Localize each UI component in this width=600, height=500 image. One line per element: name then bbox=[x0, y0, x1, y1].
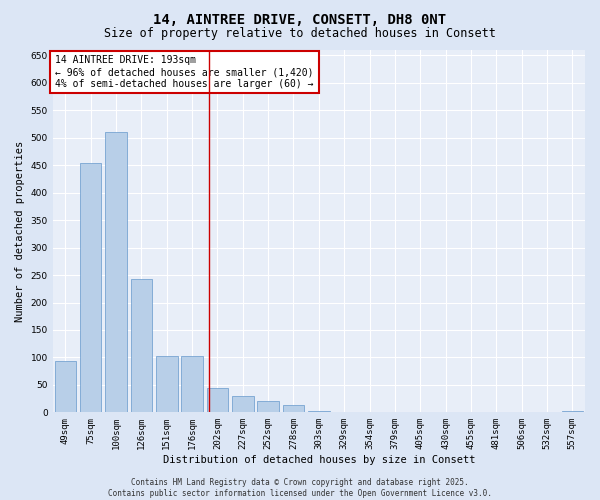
Text: Contains HM Land Registry data © Crown copyright and database right 2025.
Contai: Contains HM Land Registry data © Crown c… bbox=[108, 478, 492, 498]
Text: 14 AINTREE DRIVE: 193sqm
← 96% of detached houses are smaller (1,420)
4% of semi: 14 AINTREE DRIVE: 193sqm ← 96% of detach… bbox=[55, 56, 314, 88]
Bar bbox=[232, 396, 254, 412]
Bar bbox=[283, 405, 304, 412]
Text: 14, AINTREE DRIVE, CONSETT, DH8 0NT: 14, AINTREE DRIVE, CONSETT, DH8 0NT bbox=[154, 12, 446, 26]
Bar bbox=[562, 411, 583, 412]
Text: Size of property relative to detached houses in Consett: Size of property relative to detached ho… bbox=[104, 28, 496, 40]
X-axis label: Distribution of detached houses by size in Consett: Distribution of detached houses by size … bbox=[163, 455, 475, 465]
Bar bbox=[131, 279, 152, 412]
Bar bbox=[156, 356, 178, 412]
Bar bbox=[257, 402, 279, 412]
Bar bbox=[105, 132, 127, 412]
Bar bbox=[55, 362, 76, 412]
Bar bbox=[206, 388, 228, 412]
Bar bbox=[181, 356, 203, 412]
Y-axis label: Number of detached properties: Number of detached properties bbox=[15, 140, 25, 322]
Bar bbox=[308, 411, 329, 412]
Bar bbox=[80, 162, 101, 412]
